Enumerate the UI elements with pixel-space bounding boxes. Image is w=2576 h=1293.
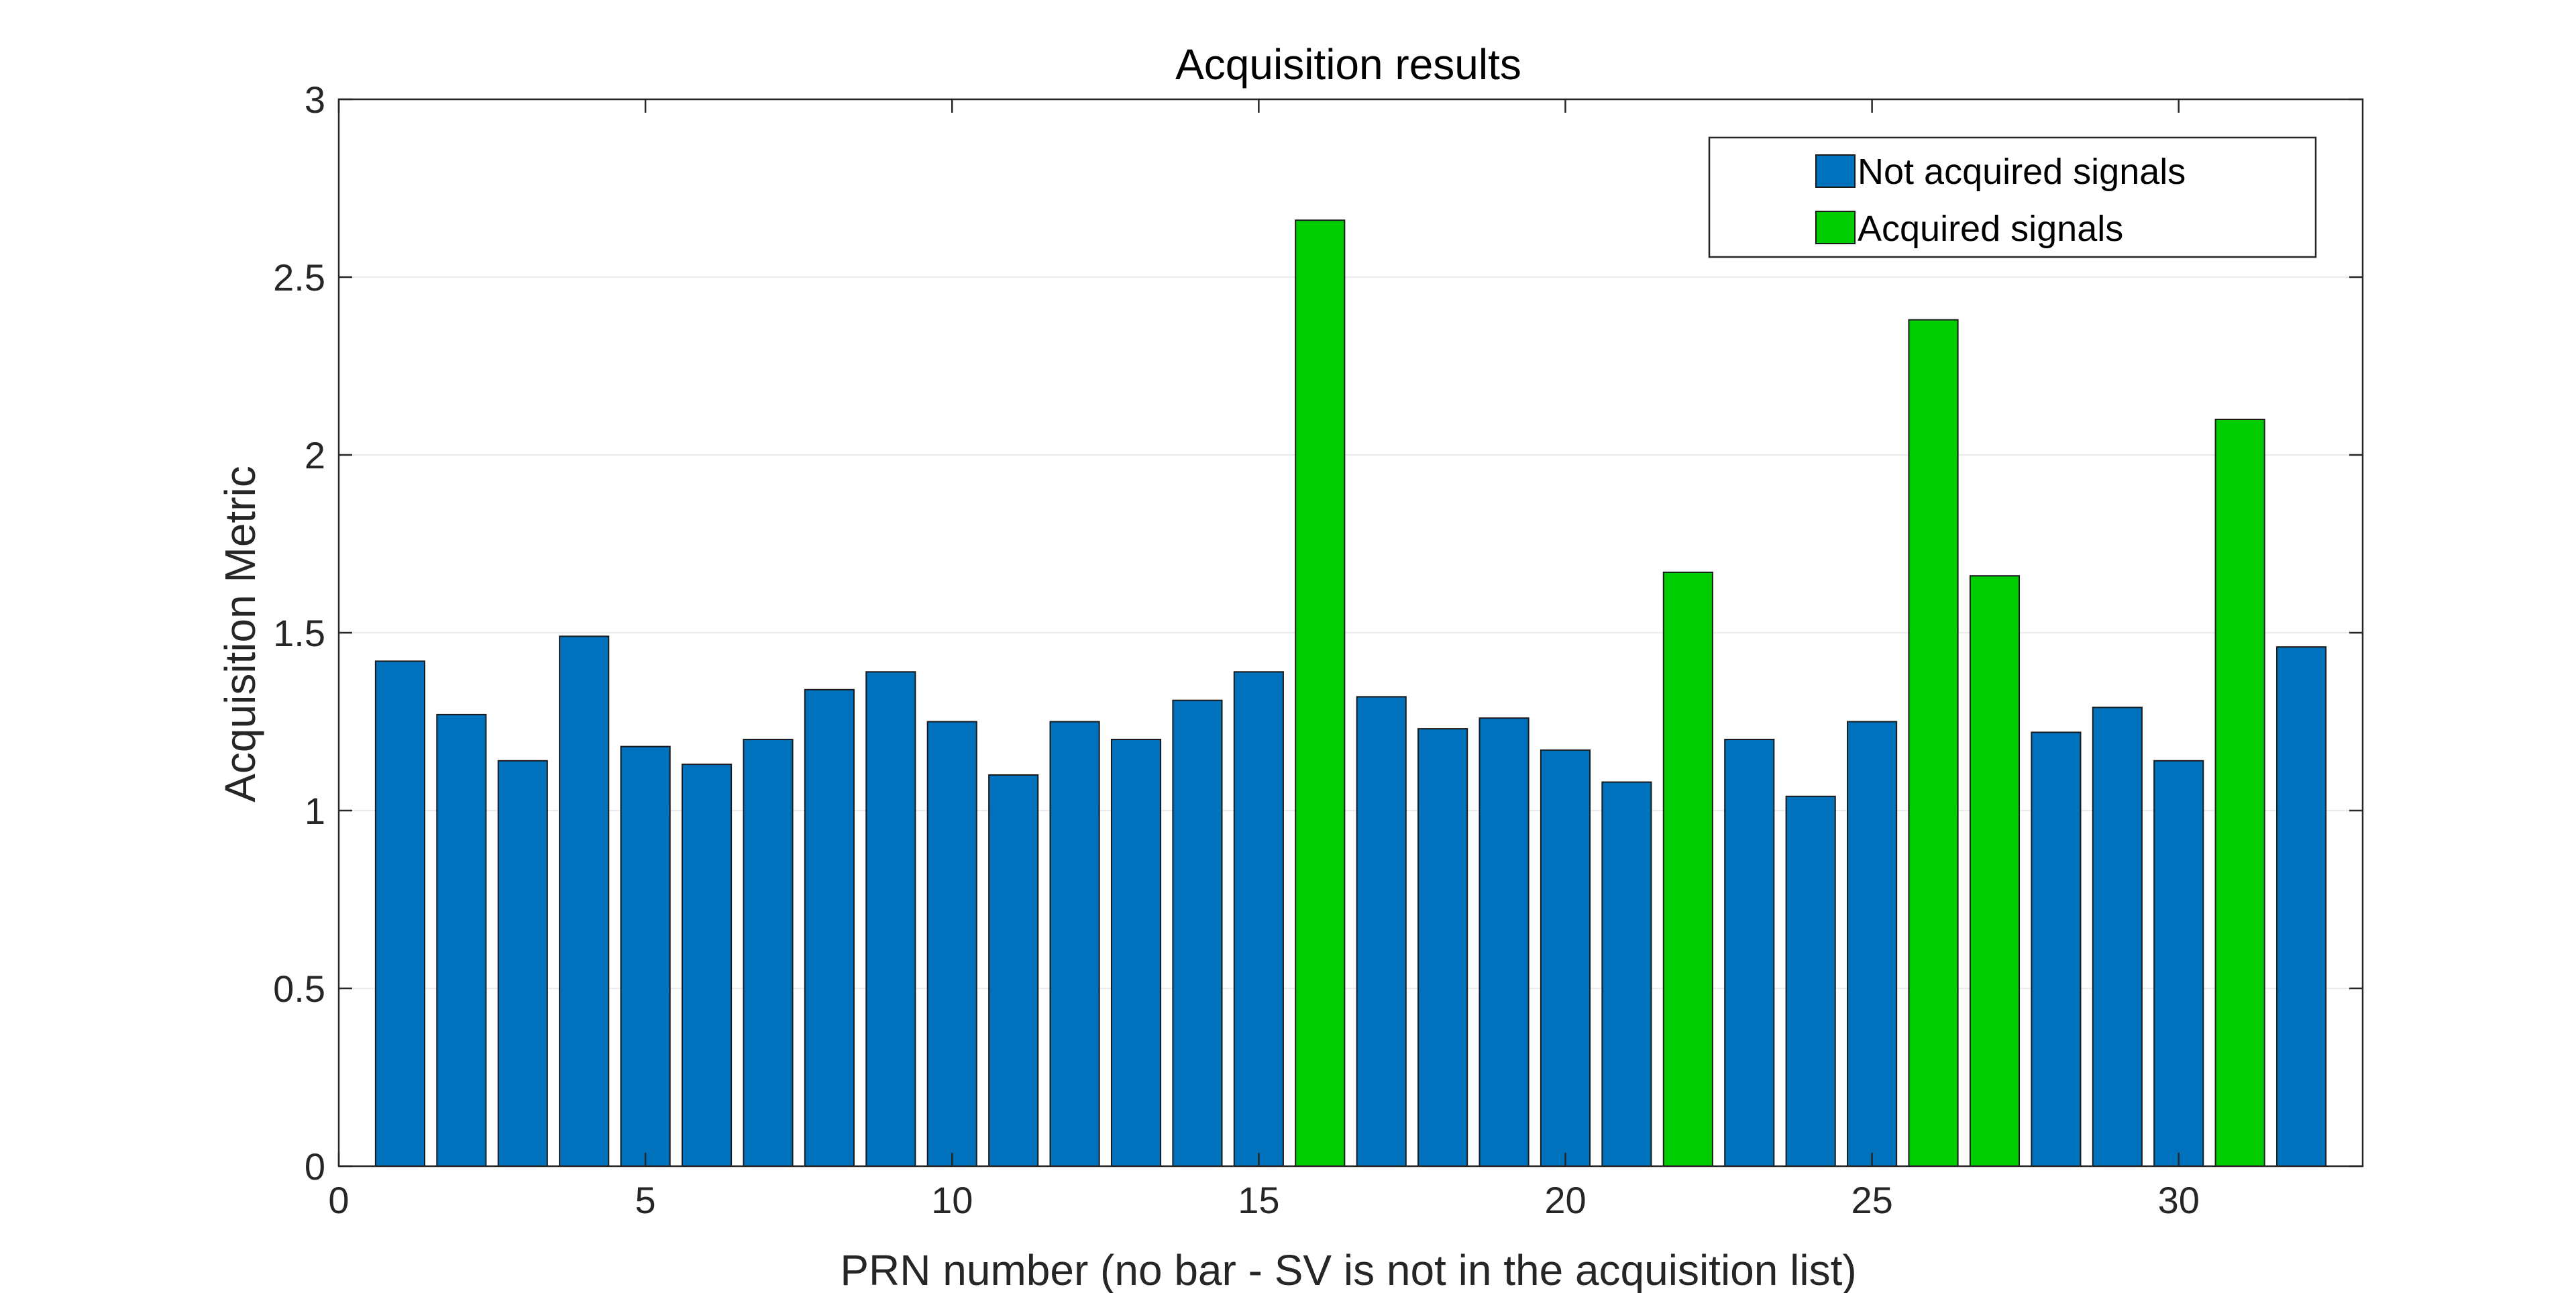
bar-prn-14	[1172, 699, 1223, 1167]
y-axis-label: Acquisition Metric	[216, 466, 264, 803]
bar-prn-5	[620, 745, 671, 1167]
y-tick-label: 1	[305, 790, 325, 832]
bar-prn-27	[1969, 575, 2021, 1167]
legend-swatch-acquired	[1815, 211, 1856, 244]
x-tick-label: 15	[1238, 1179, 1279, 1221]
bar-prn-25	[1847, 721, 1898, 1167]
y-tick-label: 2	[305, 434, 325, 476]
bar-prn-10	[926, 721, 977, 1167]
bar-prn-21	[1601, 781, 1652, 1167]
bar-prn-23	[1724, 739, 1775, 1167]
bar-prn-8	[804, 688, 855, 1168]
bar-prn-9	[865, 671, 916, 1167]
bar-prn-24	[1785, 795, 1836, 1168]
legend-box	[1708, 136, 2317, 258]
bar-prn-13	[1110, 739, 1162, 1167]
bar-prn-1	[374, 660, 425, 1167]
y-tick-label: 2.5	[273, 256, 325, 299]
bar-prn-16	[1295, 219, 1346, 1168]
grid-layer	[339, 276, 2363, 989]
bar-prn-6	[681, 764, 733, 1167]
bar-prn-2	[436, 713, 487, 1167]
x-tick-label: 10	[931, 1179, 973, 1221]
bar-prn-30	[2153, 760, 2204, 1168]
x-tick-label: 0	[328, 1179, 349, 1221]
legend: Not acquired signals Acquired signals	[1708, 136, 2317, 258]
x-tick-label: 20	[1544, 1179, 1586, 1221]
x-tick-label: 30	[2158, 1179, 2200, 1221]
bar-prn-26	[1908, 319, 1959, 1168]
axis-layer: 0 5 10 15 20 25 30 0 0.5 1 1.5 2 2.5 3	[273, 79, 2364, 1221]
bar-prn-31	[2214, 419, 2265, 1167]
bar-prn-11	[988, 774, 1039, 1167]
bar-prn-29	[2092, 707, 2143, 1168]
x-tick-label: 5	[635, 1179, 656, 1221]
x-axis-label: PRN number (no bar - SV is not in the ac…	[840, 1246, 1856, 1293]
bar-prn-28	[2031, 731, 2082, 1167]
bar-prn-17	[1356, 696, 1407, 1167]
chart-title: Acquisition results	[1175, 40, 1521, 89]
y-tick-label: 0.5	[273, 968, 325, 1010]
bar-prn-15	[1233, 671, 1284, 1167]
bar-prn-4	[559, 635, 610, 1167]
bar-prn-22	[1662, 571, 1713, 1167]
y-tick-label: 1.5	[273, 612, 325, 654]
bar-prn-3	[497, 760, 548, 1168]
bar-prn-7	[743, 739, 794, 1167]
bar-prn-18	[1417, 728, 1468, 1167]
legend-label-acquired: Acquired signals	[1858, 209, 2123, 249]
bar-prn-32	[2276, 646, 2327, 1167]
legend-swatch-not-acquired	[1815, 154, 1856, 188]
bar-prn-20	[1540, 749, 1591, 1167]
x-tick-label: 25	[1851, 1179, 1892, 1221]
bar-prn-12	[1049, 721, 1100, 1167]
y-tick-label: 3	[305, 79, 325, 121]
legend-label-not-acquired: Not acquired signals	[1858, 152, 2186, 192]
bar-prn-19	[1479, 717, 1529, 1167]
y-tick-label: 0	[305, 1145, 325, 1188]
